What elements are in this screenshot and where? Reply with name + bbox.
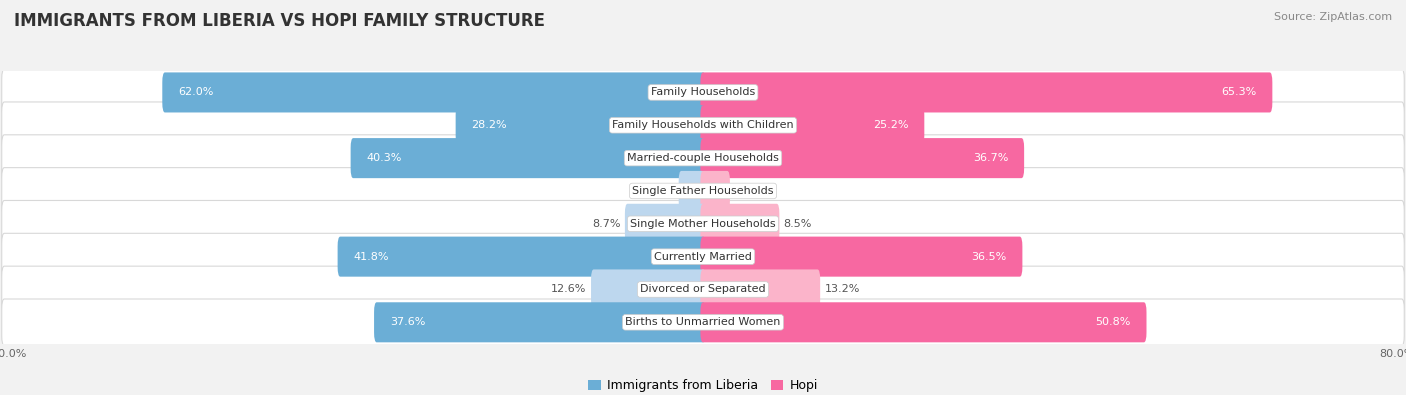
FancyBboxPatch shape (624, 204, 706, 244)
Text: Family Households with Children: Family Households with Children (612, 120, 794, 130)
FancyBboxPatch shape (700, 138, 1024, 178)
Text: 13.2%: 13.2% (824, 284, 860, 294)
Text: 36.7%: 36.7% (973, 153, 1008, 163)
Text: Family Households: Family Households (651, 87, 755, 98)
FancyBboxPatch shape (700, 171, 730, 211)
FancyBboxPatch shape (1, 135, 1405, 181)
Text: 50.8%: 50.8% (1095, 317, 1130, 327)
Text: 8.5%: 8.5% (783, 219, 813, 229)
FancyBboxPatch shape (679, 171, 706, 211)
FancyBboxPatch shape (456, 105, 706, 145)
FancyBboxPatch shape (700, 105, 924, 145)
FancyBboxPatch shape (700, 204, 779, 244)
Text: Married-couple Households: Married-couple Households (627, 153, 779, 163)
FancyBboxPatch shape (1, 167, 1405, 214)
Text: 28.2%: 28.2% (471, 120, 508, 130)
Text: Currently Married: Currently Married (654, 252, 752, 261)
FancyBboxPatch shape (350, 138, 706, 178)
Text: Single Father Households: Single Father Households (633, 186, 773, 196)
FancyBboxPatch shape (162, 72, 706, 113)
FancyBboxPatch shape (1, 299, 1405, 346)
Text: 37.6%: 37.6% (389, 317, 425, 327)
Text: 65.3%: 65.3% (1222, 87, 1257, 98)
FancyBboxPatch shape (700, 72, 1272, 113)
FancyBboxPatch shape (591, 269, 706, 310)
Text: 62.0%: 62.0% (179, 87, 214, 98)
Text: Single Mother Households: Single Mother Households (630, 219, 776, 229)
FancyBboxPatch shape (337, 237, 706, 276)
Text: 2.8%: 2.8% (734, 186, 762, 196)
Text: Source: ZipAtlas.com: Source: ZipAtlas.com (1274, 12, 1392, 22)
FancyBboxPatch shape (1, 102, 1405, 149)
FancyBboxPatch shape (1, 233, 1405, 280)
Text: Births to Unmarried Women: Births to Unmarried Women (626, 317, 780, 327)
FancyBboxPatch shape (700, 302, 1146, 342)
FancyBboxPatch shape (1, 266, 1405, 313)
Text: 2.5%: 2.5% (645, 186, 675, 196)
Text: 40.3%: 40.3% (366, 153, 402, 163)
Text: 25.2%: 25.2% (873, 120, 908, 130)
Text: IMMIGRANTS FROM LIBERIA VS HOPI FAMILY STRUCTURE: IMMIGRANTS FROM LIBERIA VS HOPI FAMILY S… (14, 12, 546, 30)
FancyBboxPatch shape (700, 237, 1022, 276)
FancyBboxPatch shape (1, 201, 1405, 247)
Text: 41.8%: 41.8% (353, 252, 388, 261)
FancyBboxPatch shape (374, 302, 706, 342)
FancyBboxPatch shape (1, 69, 1405, 116)
Text: 8.7%: 8.7% (592, 219, 620, 229)
Legend: Immigrants from Liberia, Hopi: Immigrants from Liberia, Hopi (583, 374, 823, 395)
Text: 36.5%: 36.5% (972, 252, 1007, 261)
FancyBboxPatch shape (700, 269, 820, 310)
Text: Divorced or Separated: Divorced or Separated (640, 284, 766, 294)
Text: 12.6%: 12.6% (551, 284, 586, 294)
